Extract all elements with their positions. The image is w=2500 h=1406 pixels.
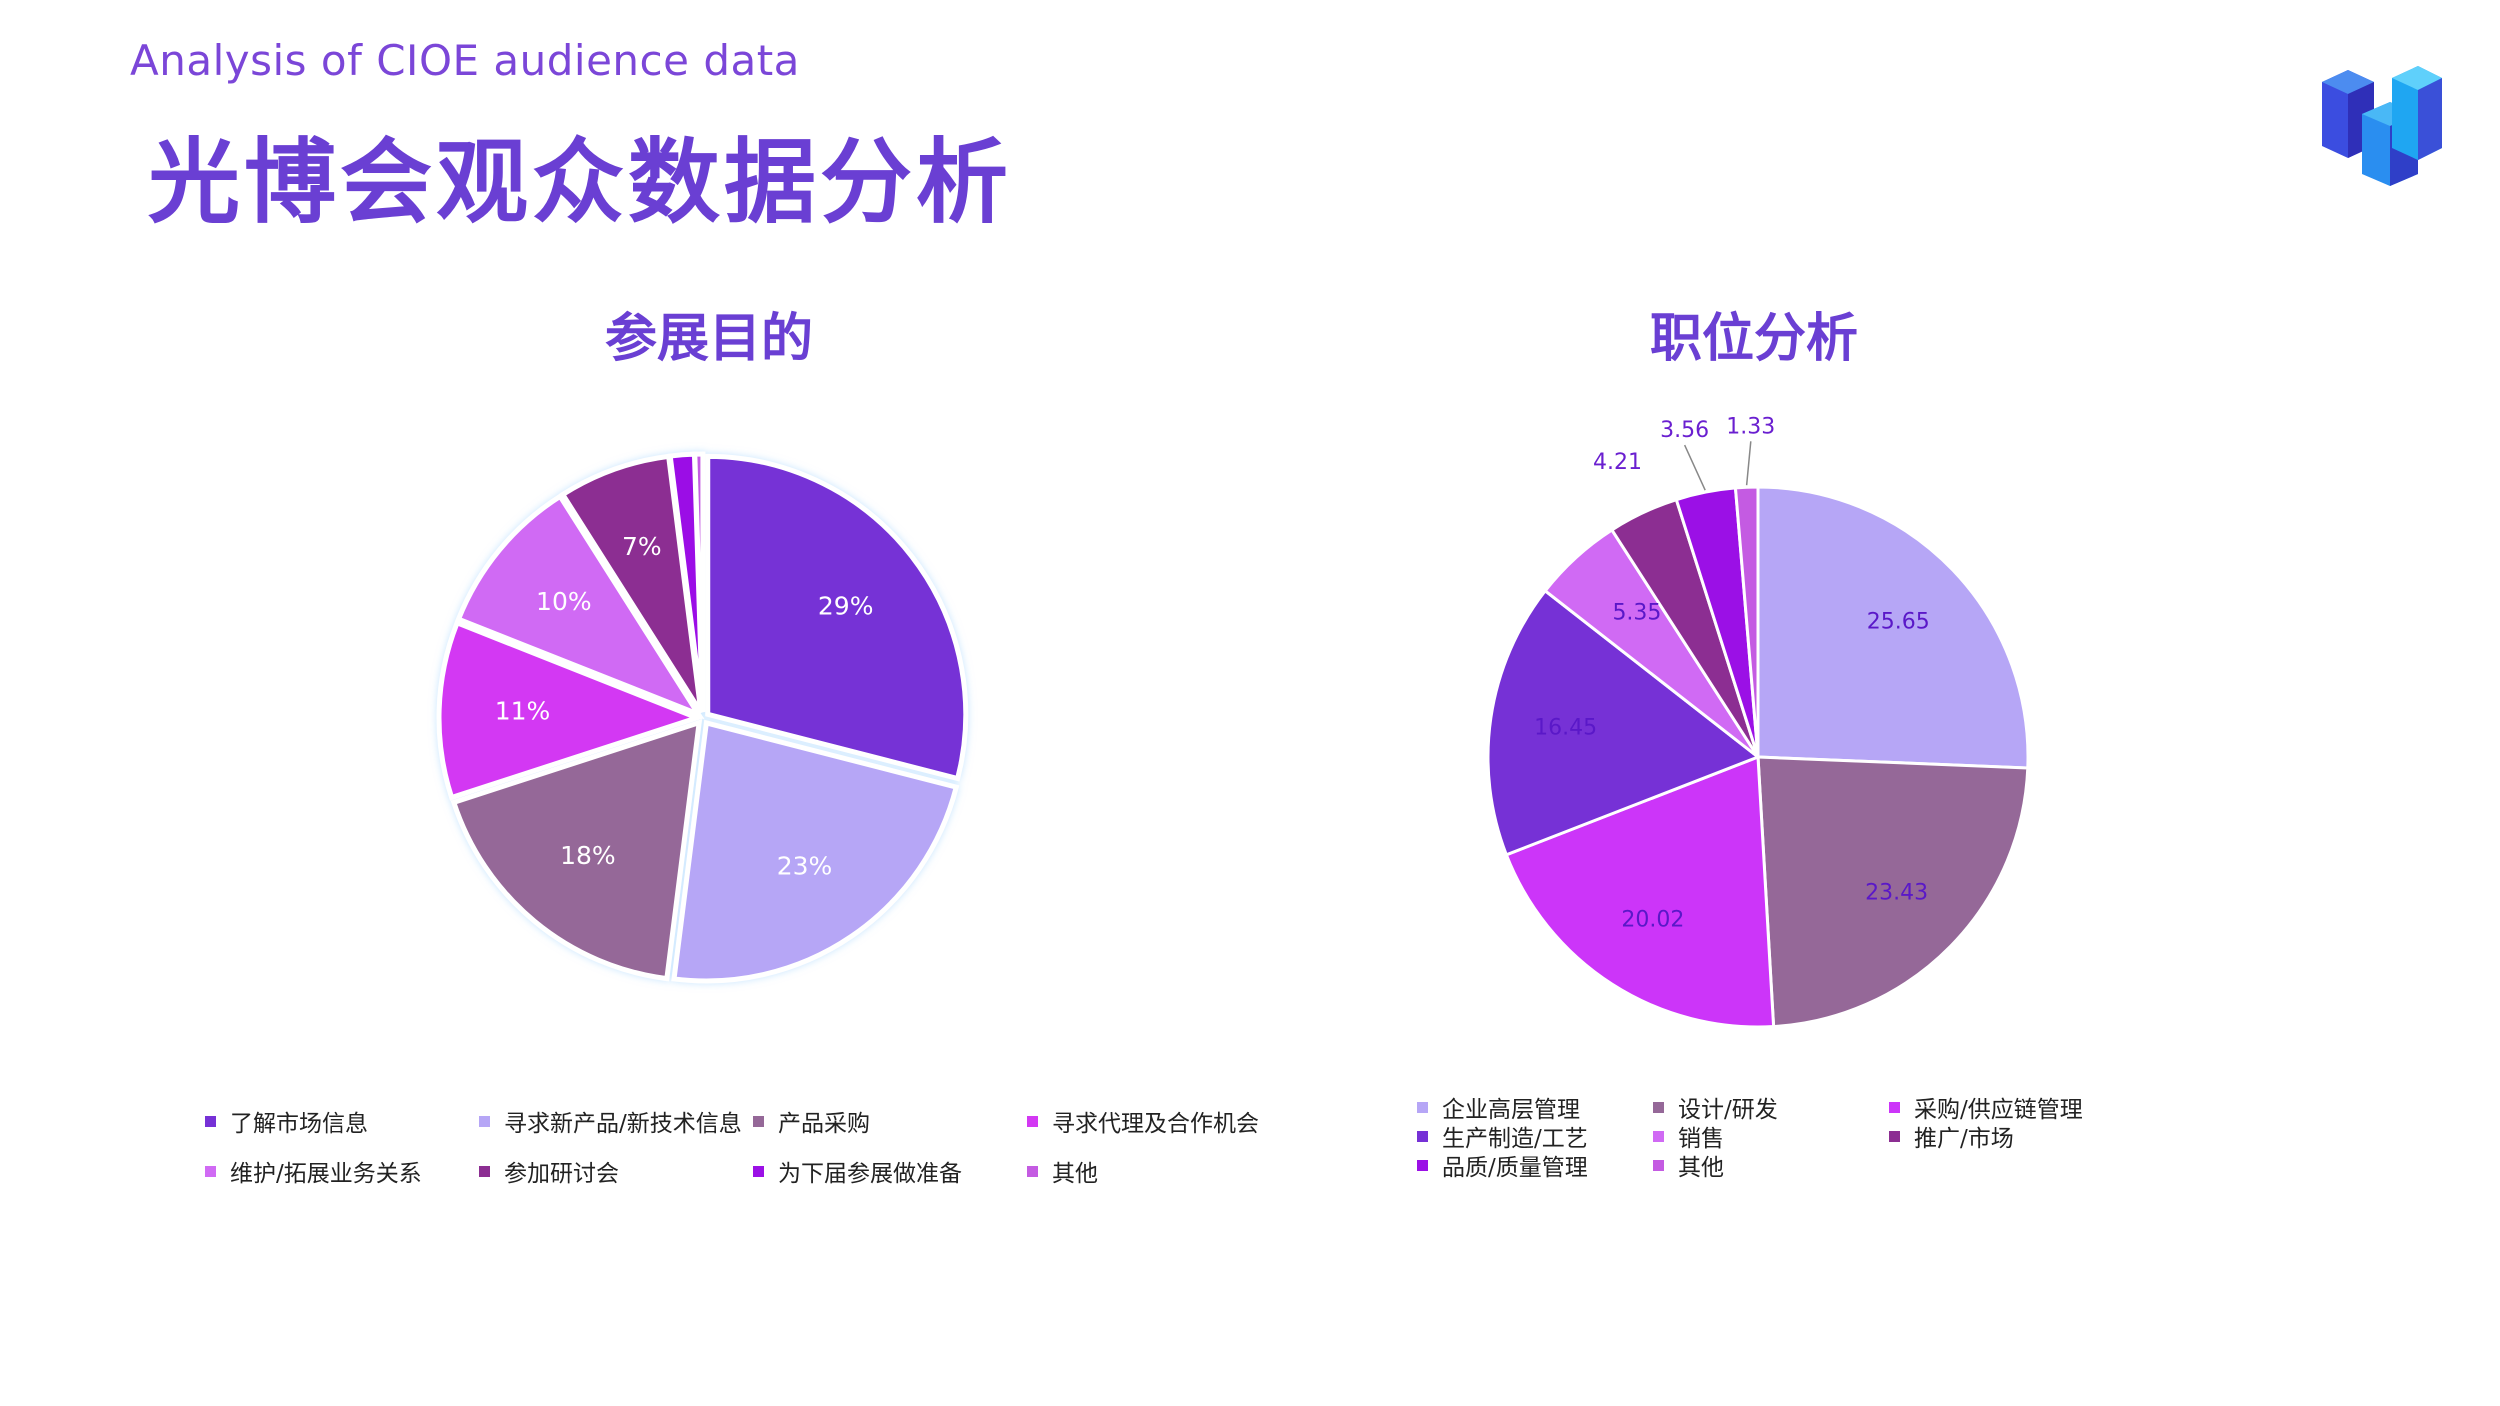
legend1-label-7: 其他 bbox=[1052, 1161, 1098, 1187]
chart2-title: 职位分析 bbox=[1649, 309, 1858, 369]
chart1-slice-2 bbox=[450, 719, 703, 982]
legend1-swatch-3 bbox=[1027, 1115, 1038, 1127]
legend2-swatch-3 bbox=[1417, 1130, 1428, 1142]
chart2-slice-0 bbox=[1756, 485, 2030, 770]
chart2-data-labels: 25.65 23.43 20.02 16.45 5.35 4.21 3.56 1.33 bbox=[1534, 414, 1930, 932]
chart2-data-label-4: 5.35 bbox=[1612, 600, 1661, 625]
chart2-data-label-6: 3.56 bbox=[1660, 418, 1709, 443]
legend2-swatch-2 bbox=[1889, 1101, 1900, 1113]
legend2-item-0: 企业高层管理 bbox=[1417, 1090, 1580, 1124]
legend2-swatch-7 bbox=[1653, 1159, 1664, 1171]
legend2-label-7: 其他 bbox=[1678, 1155, 1724, 1181]
legend1-item-0: 了解市场信息 bbox=[205, 1104, 368, 1138]
legend1-swatch-0 bbox=[205, 1115, 216, 1127]
legend1-swatch-7 bbox=[1027, 1165, 1038, 1177]
slh-cube-logo-icon bbox=[2322, 66, 2442, 186]
chart2-slice-7 bbox=[1733, 485, 1760, 758]
chart1-slice-1 bbox=[671, 719, 960, 984]
chart1-data-labels: 29% 23% 18% 11% 10% 7% bbox=[495, 532, 874, 880]
legend2-item-7: 其他 bbox=[1653, 1148, 1724, 1182]
chart2-data-label-1: 23.43 bbox=[1865, 880, 1928, 905]
legend1-swatch-6 bbox=[753, 1165, 764, 1177]
legend2-item-5: 推广/市场 bbox=[1889, 1119, 2014, 1153]
legend1-item-3: 寻求代理及合作机会 bbox=[1027, 1104, 1259, 1138]
chart2-pie bbox=[1486, 485, 2030, 1029]
legend1-swatch-4 bbox=[205, 1165, 216, 1177]
legend1-item-2: 产品采购 bbox=[753, 1104, 870, 1138]
chart2-data-label-2: 20.02 bbox=[1621, 908, 1684, 933]
chart1-data-label-4: 10% bbox=[536, 587, 592, 616]
chart1-slice-7 bbox=[692, 451, 706, 713]
legend1-label-4: 维护/拓展业务关系 bbox=[230, 1161, 422, 1187]
chart1-slice-5 bbox=[559, 453, 704, 714]
legend2-label-0: 企业高层管理 bbox=[1442, 1097, 1580, 1123]
chart1-data-label-3: 11% bbox=[495, 696, 551, 725]
legend2-item-3: 生产制造/工艺 bbox=[1417, 1119, 1588, 1153]
chart1-data-label-1: 23% bbox=[777, 851, 833, 880]
legend2-swatch-1 bbox=[1653, 1101, 1664, 1113]
chart2-data-label-7: 1.33 bbox=[1726, 414, 1775, 439]
legend2-swatch-0 bbox=[1417, 1101, 1428, 1113]
chart1-data-label-2: 18% bbox=[560, 841, 616, 870]
chart2-slice-1 bbox=[1756, 755, 2030, 1029]
legend2-item-6: 品质/质量管理 bbox=[1417, 1148, 1588, 1182]
chart2-leader-line-7 bbox=[1745, 441, 1752, 486]
page-subtitle: Analysis of CIOE audience data bbox=[130, 36, 800, 85]
legend1-swatch-1 bbox=[479, 1115, 490, 1127]
legend1-label-3: 寻求代理及合作机会 bbox=[1052, 1111, 1259, 1137]
legend2-label-5: 推广/市场 bbox=[1914, 1126, 2014, 1152]
chart1-pie bbox=[436, 451, 969, 984]
legend2-label-2: 采购/供应链管理 bbox=[1914, 1097, 2083, 1123]
legend2-label-1: 设计/研发 bbox=[1678, 1097, 1778, 1123]
chart1-slice-4 bbox=[455, 492, 705, 720]
legend1-label-2: 产品采购 bbox=[778, 1111, 870, 1137]
legend2-item-4: 销售 bbox=[1653, 1119, 1724, 1153]
legend1-swatch-2 bbox=[753, 1115, 764, 1127]
legend1-label-0: 了解市场信息 bbox=[230, 1111, 368, 1137]
chart1-data-label-5: 7% bbox=[622, 532, 662, 561]
chart2-slice-3 bbox=[1486, 588, 1762, 857]
legend2-swatch-6 bbox=[1417, 1159, 1428, 1171]
legend1-swatch-5 bbox=[479, 1165, 490, 1177]
chart2-data-label-0: 25.65 bbox=[1867, 609, 1930, 634]
legend1-item-4: 维护/拓展业务关系 bbox=[205, 1154, 422, 1188]
legend2-swatch-4 bbox=[1653, 1130, 1664, 1142]
legend2-swatch-5 bbox=[1889, 1130, 1900, 1142]
legend2-label-3: 生产制造/工艺 bbox=[1442, 1126, 1588, 1152]
chart2-data-label-5: 4.21 bbox=[1593, 450, 1642, 475]
chart1-title: 参展目的 bbox=[604, 309, 813, 369]
legend2-item-1: 设计/研发 bbox=[1653, 1090, 1778, 1124]
chart1-slice-3 bbox=[436, 619, 705, 801]
legend1-item-5: 参加研讨会 bbox=[479, 1154, 619, 1188]
legend1-item-6: 为下届参展做准备 bbox=[753, 1154, 962, 1188]
chart1-slice-0 bbox=[705, 453, 969, 782]
legend2-item-2: 采购/供应链管理 bbox=[1889, 1090, 2083, 1124]
chart2-slice-2 bbox=[1504, 754, 1776, 1029]
chart2-leader-line-6 bbox=[1683, 444, 1706, 491]
legend1-label-6: 为下届参展做准备 bbox=[778, 1161, 962, 1187]
legend1-item-7: 其他 bbox=[1027, 1154, 1098, 1188]
legend1-item-1: 寻求新产品/新技术信息 bbox=[479, 1104, 742, 1138]
legend1-label-5: 参加研讨会 bbox=[504, 1161, 619, 1187]
page-title: 光博会观众数据分析 bbox=[148, 129, 1013, 236]
legend2-label-6: 品质/质量管理 bbox=[1442, 1155, 1588, 1181]
chart1-data-label-0: 29% bbox=[818, 591, 874, 620]
legend1-label-1: 寻求新产品/新技术信息 bbox=[504, 1111, 742, 1137]
chart2-data-label-3: 16.45 bbox=[1534, 716, 1597, 741]
legend2-label-4: 销售 bbox=[1678, 1126, 1724, 1152]
